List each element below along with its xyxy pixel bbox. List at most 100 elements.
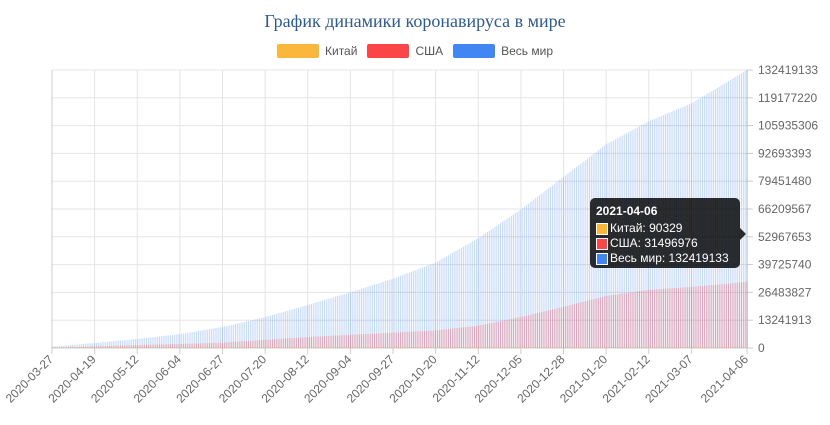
legend-item-world[interactable]: Весь мир <box>453 44 553 58</box>
bar-world <box>531 200 533 348</box>
bar-world <box>353 291 355 348</box>
bar-world <box>92 343 94 348</box>
bar-usa <box>344 335 346 348</box>
bar-usa <box>340 335 342 348</box>
bar-usa <box>490 323 492 348</box>
bar-usa <box>574 304 576 348</box>
bar-usa <box>173 344 175 348</box>
bar-usa <box>646 290 648 348</box>
bar-usa <box>631 292 633 348</box>
bar-usa <box>601 296 603 348</box>
bar-world <box>260 317 262 348</box>
bar-world <box>512 214 514 348</box>
bar-world <box>340 295 342 348</box>
bar-world <box>173 334 175 348</box>
bar-world <box>544 191 546 348</box>
bar-world <box>71 344 73 348</box>
bar-usa <box>724 283 726 348</box>
bar-usa <box>160 344 162 348</box>
bar-world <box>470 242 472 348</box>
y-tick-label: 0 <box>758 341 765 355</box>
bar-usa <box>499 321 502 348</box>
bar-usa <box>585 301 587 348</box>
bar-world <box>360 288 363 348</box>
bar-usa <box>312 336 314 348</box>
bar-usa <box>720 284 722 348</box>
legend-item-usa[interactable]: США <box>367 44 443 58</box>
bar-usa <box>474 326 476 348</box>
bar-usa <box>546 310 548 348</box>
bar-usa <box>726 283 728 348</box>
bar-usa <box>659 289 661 348</box>
bar-usa <box>718 284 720 348</box>
legend-item-china[interactable]: Китай <box>277 44 357 58</box>
bar-world <box>455 250 457 348</box>
bar-world <box>220 327 222 348</box>
bar-world <box>257 318 259 348</box>
legend: Китай США Весь мир <box>0 44 830 58</box>
bar-usa <box>168 344 170 348</box>
y-tick-label: 92693393 <box>758 146 812 160</box>
bar-world <box>216 327 218 348</box>
bar-usa <box>668 288 670 348</box>
x-tick-label: 2021-04-06 <box>698 352 752 406</box>
bar-world <box>418 268 420 348</box>
bar-world <box>123 340 125 348</box>
bar-world <box>351 291 353 348</box>
bar-usa <box>477 325 479 348</box>
bar-usa <box>238 341 240 348</box>
bar-world <box>325 299 327 348</box>
bar-world <box>409 272 411 348</box>
bar-usa <box>655 289 657 348</box>
bar-usa <box>348 334 350 348</box>
legend-label-china: Китай <box>325 44 358 58</box>
bar-world <box>114 341 116 348</box>
bar-usa <box>190 343 192 348</box>
bar-usa <box>498 321 500 348</box>
bar-world <box>398 276 400 348</box>
bar-usa <box>466 326 468 348</box>
bar-usa <box>435 330 437 348</box>
bar-usa <box>138 345 140 348</box>
bar-usa <box>505 319 507 348</box>
bar-world <box>149 337 151 348</box>
bar-usa <box>357 334 359 348</box>
bar-usa <box>214 342 216 348</box>
bar-usa <box>429 330 431 348</box>
bar-usa <box>570 304 572 348</box>
bar-world <box>501 221 503 348</box>
bar-world <box>77 344 79 348</box>
bar-usa <box>399 332 401 348</box>
bar-world <box>342 294 344 348</box>
bar-world <box>279 312 281 348</box>
bar-world <box>583 161 585 348</box>
tooltip-swatch-usa <box>596 237 608 250</box>
bar-world <box>303 306 305 348</box>
bar-world <box>570 171 572 348</box>
bar-usa <box>362 334 364 348</box>
bar-world <box>518 210 520 348</box>
bar-usa <box>259 340 261 348</box>
tooltip-text-world: Весь мир: 132419133 <box>610 251 729 265</box>
bar-usa <box>125 345 127 348</box>
bar-world <box>171 334 173 348</box>
bar-usa <box>310 336 312 348</box>
bar-usa <box>727 283 729 348</box>
bar-world <box>375 284 377 348</box>
bar-world <box>581 162 583 348</box>
bar-world <box>438 260 440 348</box>
bar-usa <box>572 304 574 348</box>
bar-world <box>186 332 188 348</box>
bar-usa <box>108 345 110 348</box>
bar-usa <box>609 295 611 348</box>
bar-world <box>196 331 198 348</box>
bar-world <box>62 345 64 348</box>
bar-usa <box>277 338 279 348</box>
bar-usa <box>666 288 668 348</box>
bar-usa <box>538 312 540 348</box>
bar-world <box>309 304 311 348</box>
bar-world <box>403 274 405 348</box>
bar-world <box>134 339 136 348</box>
bar-usa <box>403 332 405 348</box>
bar-usa <box>327 335 329 348</box>
